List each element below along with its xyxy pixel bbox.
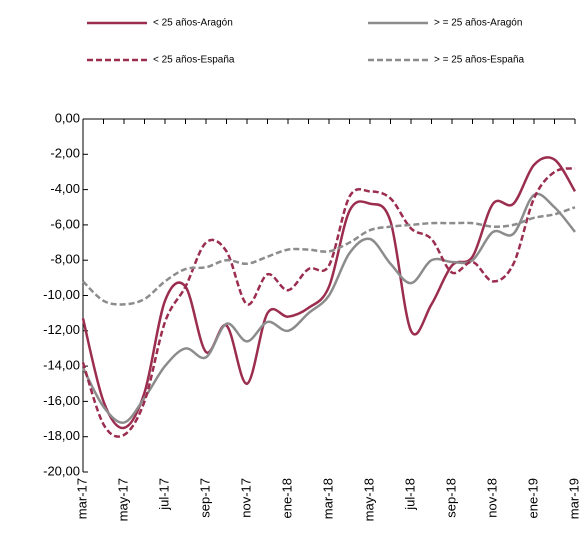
y-tick-label: -12,00 [43,322,80,337]
x-tick-label: mar-19 [566,478,581,519]
y-tick-label: 0,00 [55,110,80,125]
x-tick-label: may-17 [115,478,130,521]
series-line [82,206,576,306]
x-tick-label: ene-18 [279,478,294,518]
y-tick-label: -10,00 [43,287,80,302]
legend-label: < 25 años-España [153,55,235,66]
series-line [81,156,577,430]
y-tick-label: -6,00 [50,216,80,231]
y-tick-label: -8,00 [50,252,80,267]
x-tick-label: ene-19 [525,478,540,518]
y-tick-label: -4,00 [50,181,80,196]
y-tick-label: -2,00 [50,146,80,161]
legend-label: > = 25 años-Aragón [434,18,522,29]
x-tick-label: mar-17 [74,478,89,519]
series-line [81,167,576,438]
x-tick-label: mar-18 [320,478,335,519]
x-tick-label: nov-18 [484,478,499,518]
series-line [81,192,576,424]
y-tick-label: -16,00 [43,393,80,408]
x-tick-label: nov-17 [238,478,253,518]
y-tick-label: -20,00 [43,463,80,478]
legend-label: < 25 años-Aragón [153,18,233,29]
y-tick-label: -14,00 [43,358,80,373]
x-tick-label: jul-17 [156,478,171,511]
legend-label: > = 25 años-España [434,55,525,66]
x-tick-label: may-18 [361,478,376,521]
x-tick-label: jul-18 [402,478,417,511]
x-tick-label: sep-17 [197,478,212,518]
x-tick-label: sep-18 [443,478,458,518]
y-tick-label: -18,00 [43,428,80,443]
